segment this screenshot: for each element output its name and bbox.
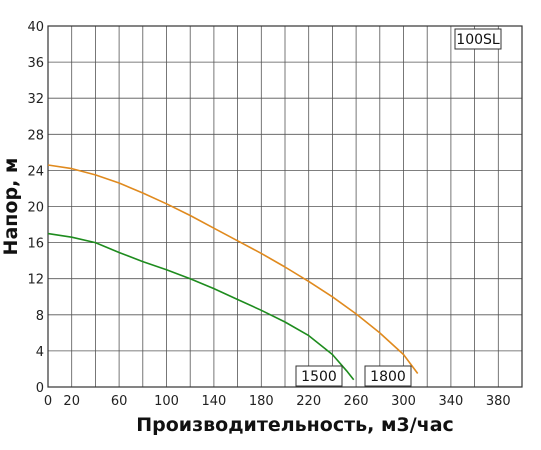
x-tick-label: 340 bbox=[438, 394, 463, 409]
y-tick-label: 20 bbox=[27, 201, 44, 216]
x-tick-label: 100 bbox=[154, 394, 179, 409]
y-tick-label: 32 bbox=[27, 92, 44, 107]
grid bbox=[48, 26, 522, 387]
x-tick-label: 60 bbox=[111, 394, 128, 409]
y-tick-label: 8 bbox=[36, 309, 44, 324]
series-line-1500 bbox=[47, 232, 355, 381]
series-label-1500: 1500 bbox=[295, 365, 343, 387]
y-tick-label: 12 bbox=[27, 273, 44, 288]
x-tick-label: 20 bbox=[63, 394, 80, 409]
x-tick-label: 380 bbox=[486, 394, 511, 409]
y-tick-label: 24 bbox=[27, 164, 44, 179]
series-line-1800 bbox=[47, 164, 419, 374]
x-tick-label: 260 bbox=[344, 394, 369, 409]
model-label-box: 100SL bbox=[454, 28, 502, 50]
x-tick-label: 220 bbox=[296, 394, 321, 409]
x-axis-title: Производительность, м3/час bbox=[136, 414, 454, 436]
series-lines bbox=[47, 164, 419, 381]
y-tick-label: 0 bbox=[36, 381, 44, 396]
x-tick-label: 140 bbox=[201, 394, 226, 409]
model-label: 100SL bbox=[456, 32, 500, 48]
y-tick-label: 36 bbox=[27, 56, 44, 71]
y-axis-title: Напор, м bbox=[0, 158, 22, 256]
y-tick-label: 4 bbox=[36, 345, 44, 360]
y-axis-ticks: 0 4 8 12 16 20 24 28 32 36 40 bbox=[27, 20, 44, 396]
y-tick-label: 28 bbox=[27, 128, 44, 143]
y-tick-label: 16 bbox=[27, 237, 44, 252]
series-label-1800: 1800 bbox=[364, 365, 412, 387]
x-tick-label: 180 bbox=[249, 394, 274, 409]
series-label-1500-text: 1500 bbox=[301, 369, 337, 385]
plot-frame bbox=[47, 25, 523, 388]
y-tick-label: 40 bbox=[27, 20, 44, 35]
x-tick-label: 300 bbox=[391, 394, 416, 409]
series-label-1800-text: 1800 bbox=[370, 369, 406, 385]
x-tick-label: 0 bbox=[44, 394, 52, 409]
x-axis-ticks: 0 20 60 100 140 180 220 260 300 340 380 bbox=[44, 394, 511, 409]
